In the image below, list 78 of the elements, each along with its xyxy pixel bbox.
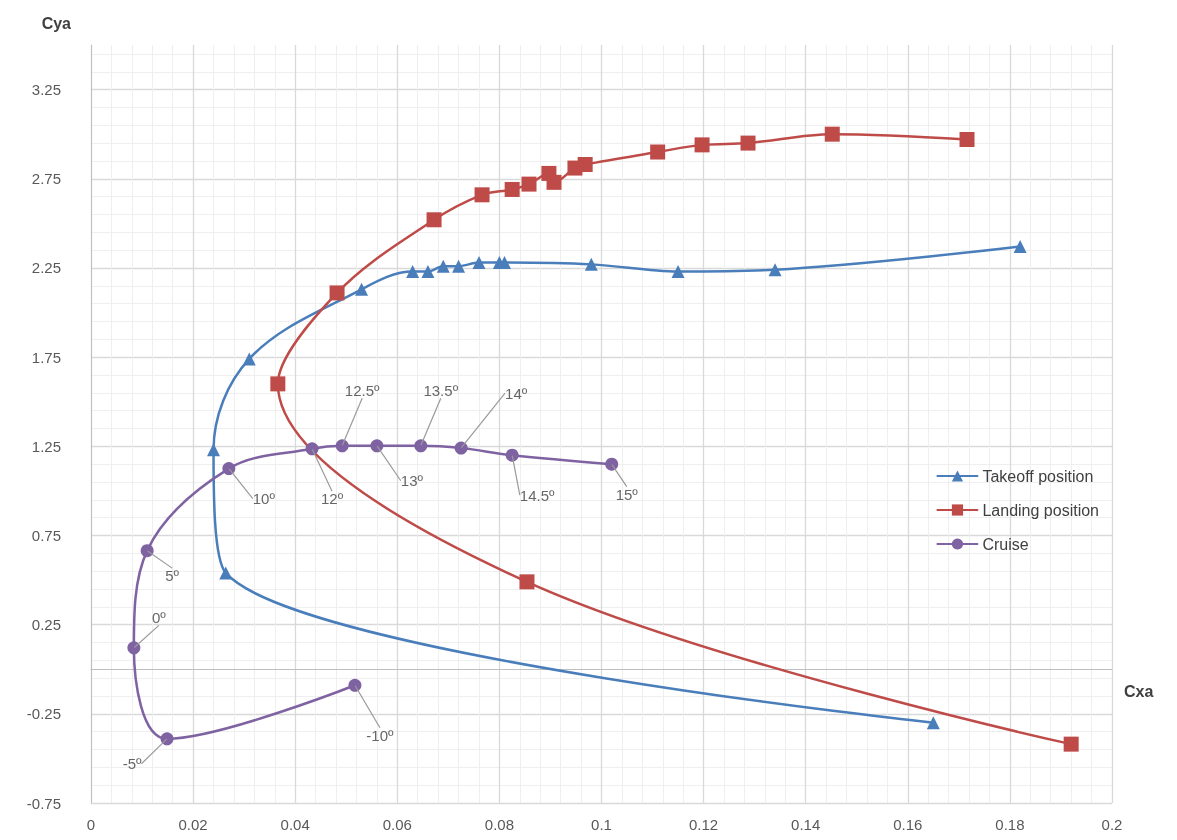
point [546, 174, 562, 190]
x-tick-label: 0.12 [689, 816, 719, 833]
x-tick-label: 0.16 [893, 816, 923, 833]
y-tick-label: 0.25 [31, 616, 61, 634]
point [436, 259, 450, 273]
point [421, 265, 435, 279]
point [694, 137, 710, 153]
annotation: 12º [320, 490, 344, 508]
annotation: 10º [252, 490, 276, 508]
point [406, 265, 420, 279]
x-tick-label: 0.08 [484, 816, 514, 833]
point [505, 448, 519, 462]
point [242, 352, 256, 366]
x-tick-label: 0.1 [591, 816, 612, 833]
y-tick-label: -0.75 [26, 794, 61, 812]
annotation: 13º [400, 472, 424, 490]
point [454, 441, 468, 455]
point [650, 144, 666, 160]
point [207, 443, 221, 457]
x-tick-label: 0.14 [791, 816, 821, 833]
point [160, 732, 174, 746]
annotation: 0º [151, 609, 167, 627]
y-tick-label: 3.25 [31, 81, 61, 99]
point [521, 176, 537, 192]
annotation: -10º [366, 726, 395, 744]
y-tick-label: 2.75 [31, 170, 61, 188]
point [270, 376, 286, 392]
x-tick-label: 0.06 [382, 816, 412, 833]
point [671, 265, 685, 279]
x-axis-title: Cxa [1124, 682, 1154, 700]
point [824, 126, 840, 142]
y-tick-label: 0.75 [31, 526, 61, 544]
legend-label: Landing position [982, 501, 1100, 519]
point [768, 263, 782, 277]
point [472, 256, 486, 270]
y-tick-label: -0.25 [26, 705, 61, 723]
point [584, 257, 598, 271]
annotation: 5º [165, 567, 180, 585]
x-tick-label: 0.04 [280, 816, 310, 833]
point [140, 544, 154, 558]
point [426, 212, 442, 228]
point [335, 439, 349, 453]
point [219, 566, 233, 580]
annotation: 12.5º [344, 382, 381, 400]
point [348, 678, 362, 692]
point [926, 716, 940, 730]
point [959, 132, 975, 148]
point [474, 187, 490, 203]
annotation: 15º [615, 485, 639, 503]
point [370, 439, 384, 453]
y-tick-label: 2.25 [31, 259, 61, 277]
point [329, 285, 345, 301]
point [127, 641, 141, 655]
x-tick-label: 0.02 [178, 816, 208, 833]
point [222, 462, 236, 476]
x-tick-label: 0.18 [995, 816, 1025, 833]
point [740, 135, 756, 151]
point [577, 157, 593, 172]
point [519, 574, 535, 590]
legend-label: Cruise [982, 535, 1029, 553]
point [414, 439, 428, 453]
x-tick-label: 0 [86, 816, 96, 833]
annotation: 13.5º [423, 382, 459, 400]
point [452, 259, 466, 273]
point [1063, 736, 1079, 752]
y-tick-label: 1.75 [31, 348, 61, 366]
point [504, 181, 520, 197]
legend-label: Takeoff position [982, 467, 1094, 485]
y-tick-label: 1.25 [31, 437, 61, 455]
point [355, 282, 369, 296]
point [1013, 240, 1027, 254]
annotation: 14.5º [519, 486, 556, 504]
annotation: -5º [122, 755, 142, 773]
annotation: 14º [505, 384, 528, 402]
point [605, 457, 619, 471]
point [305, 442, 319, 456]
y-axis-title: Cya [41, 14, 72, 32]
x-tick-label: 0.2 [1101, 816, 1123, 833]
